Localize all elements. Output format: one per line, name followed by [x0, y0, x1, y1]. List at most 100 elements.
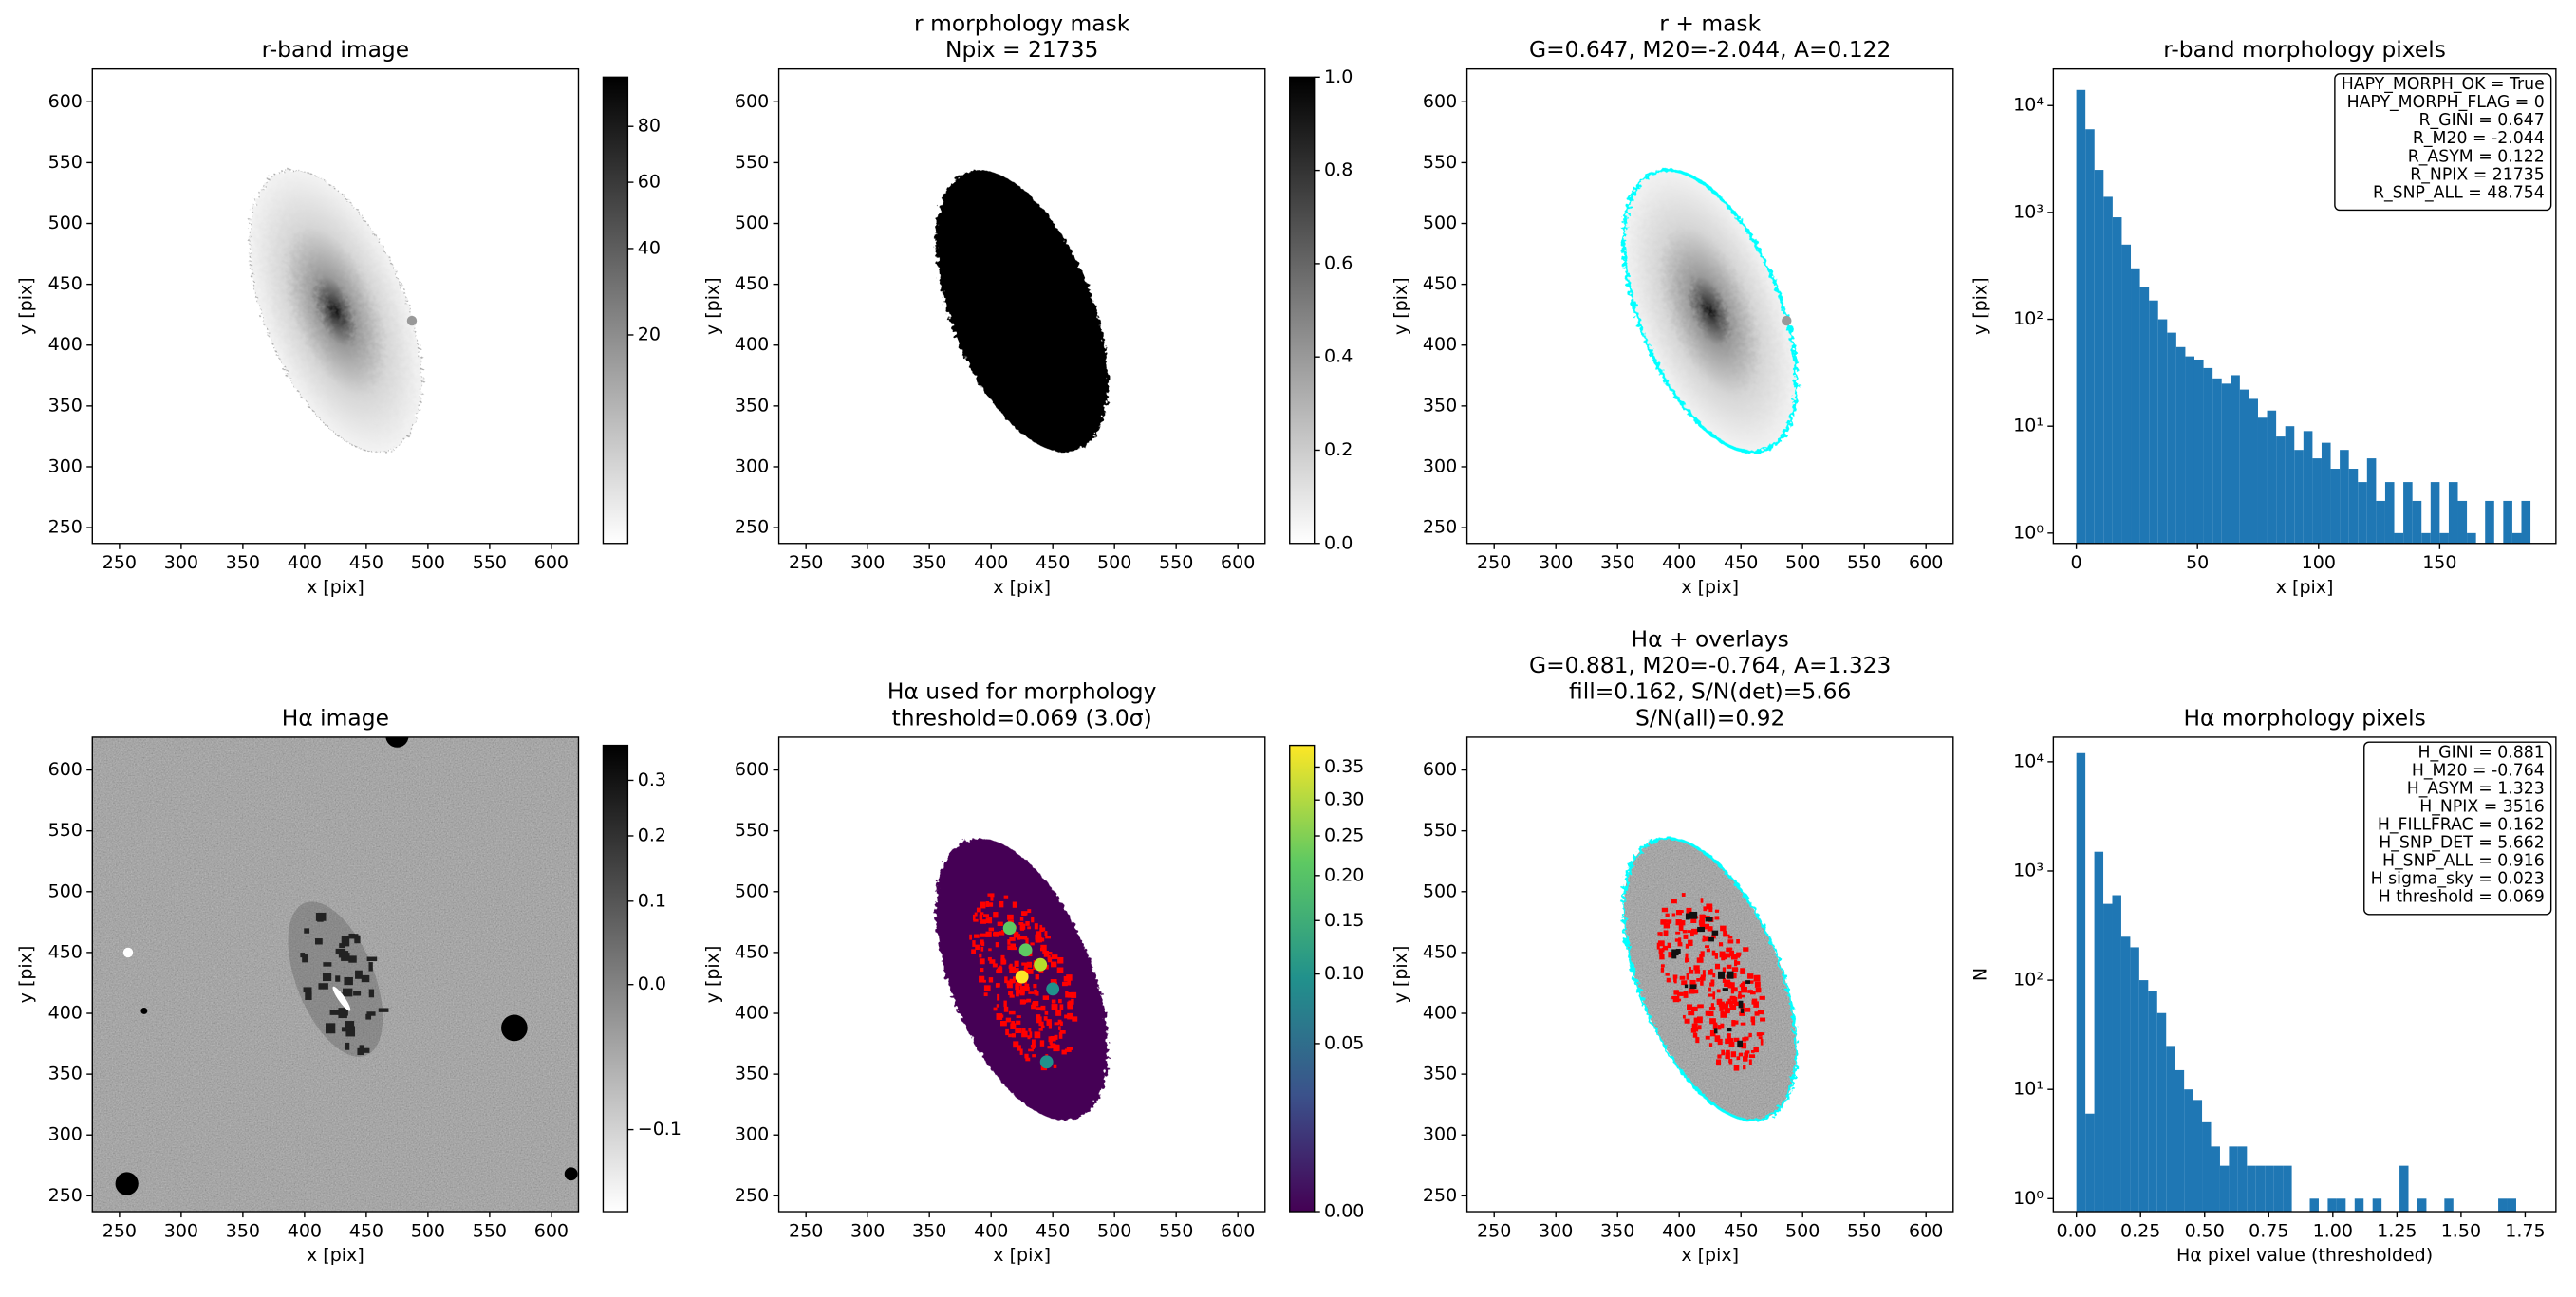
x-tick-label: 0.25: [2120, 1220, 2160, 1241]
pixel-spot: [1708, 936, 1714, 942]
pixel-spot: [1003, 1006, 1009, 1012]
axes-frame: [1465, 67, 1954, 545]
pixel-spot: [1696, 978, 1700, 982]
pixel-spot: [1047, 957, 1053, 963]
pixel-spot: [995, 942, 999, 948]
y-tick-label: 10⁰: [2013, 522, 2044, 543]
y-tick-label: 450: [735, 941, 769, 962]
panel: 250 300 350 400 450 500 550 600 250 300 350 400 450 5…: [702, 9, 1353, 598]
pixel-spot: [1702, 935, 1706, 938]
pixel-spot: [1733, 972, 1737, 979]
pixel-spot: [1656, 942, 1660, 950]
pixel-spot: [1740, 1008, 1745, 1013]
pixel-spot: [1064, 1048, 1072, 1052]
pixel-spot: [1006, 982, 1013, 989]
pixel-spot: [1034, 1031, 1041, 1039]
pixel-spot: [1727, 1028, 1732, 1032]
plot-area: [935, 838, 1109, 1121]
bar: [2503, 500, 2512, 544]
pixel-spot: [1747, 973, 1754, 979]
pixel-spot: [1053, 1045, 1059, 1052]
colorbar-tick-label: 0.8: [1324, 159, 1353, 180]
bar: [2085, 1113, 2095, 1213]
pixel-spot: [1697, 1004, 1704, 1009]
pixel-spot: [1660, 919, 1667, 925]
x-tick-label: 300: [850, 552, 885, 573]
pixel-spot: [1008, 1010, 1016, 1015]
y-tick-label: 10⁴: [2013, 750, 2044, 771]
bar: [2120, 936, 2131, 1213]
mask-outline: [1622, 837, 1798, 1122]
pixel-spot: [1760, 1039, 1764, 1046]
plot-area: [1622, 168, 1799, 454]
pixel-spot: [987, 893, 992, 897]
x-tick-label: 600: [1221, 1220, 1255, 1241]
pixel-spot: [1725, 1052, 1730, 1060]
pixel-spot: [982, 914, 990, 917]
colorbar-tick-label: 0.05: [1324, 1032, 1364, 1053]
colorbar-tick-label: 0.25: [1324, 825, 1364, 846]
x-tick-label: 350: [1600, 1220, 1634, 1241]
pixel-spot: [1026, 998, 1032, 1003]
star: [564, 1167, 578, 1181]
pixel-spot: [348, 955, 357, 963]
pixel-spot: [996, 969, 1000, 973]
pixel-spot: [1743, 1056, 1748, 1062]
pixel-spot: [1030, 942, 1035, 946]
colorbar-tick-label: 0.20: [1324, 864, 1364, 885]
pixel-spot: [1013, 932, 1019, 938]
bar: [2267, 410, 2277, 544]
pixel-spot: [1736, 939, 1740, 944]
pixel-spot: [1759, 995, 1765, 1000]
pixel-spot: [1685, 943, 1689, 949]
colorbar-tick-label: 0.4: [1324, 346, 1353, 367]
bar: [2439, 532, 2449, 544]
pixel-spot: [1021, 1030, 1028, 1038]
pixel-spot: [1699, 954, 1703, 960]
bar: [2412, 500, 2422, 544]
y-tick-label: 250: [735, 517, 769, 538]
pixel-spot: [1689, 984, 1697, 990]
pixel-spot: [1725, 1038, 1729, 1045]
pixel-spot: [1709, 1029, 1716, 1037]
pixel-spot: [326, 1023, 336, 1034]
pixel-spot: [1659, 954, 1665, 960]
pixel-spot: [1035, 1007, 1041, 1010]
pixel-spot: [1065, 991, 1069, 998]
pixel-spot: [1679, 975, 1686, 980]
pixel-spot: [1754, 1011, 1760, 1016]
bar: [2219, 1165, 2230, 1213]
pixel-spot: [1033, 984, 1037, 989]
pixel-spot: [1067, 1001, 1072, 1008]
pixel-spot: [344, 976, 353, 986]
x-tick-label: 300: [850, 1220, 885, 1241]
pixel-spot: [1015, 968, 1019, 973]
colorbar-tick-label: −0.1: [638, 1119, 681, 1140]
pixel-spot: [1729, 995, 1733, 1000]
pixel-spot: [1705, 1010, 1710, 1016]
pixel-spot: [315, 938, 323, 945]
x-tick-label: 350: [912, 1220, 946, 1241]
pixel-spot: [1027, 969, 1034, 974]
plot-area: [248, 169, 422, 454]
pixel-spot: [1062, 981, 1068, 987]
pixel-spot: [1695, 1037, 1700, 1044]
pixel-spot: [368, 962, 373, 972]
chart-title: r-band morphology pixels: [2163, 36, 2446, 63]
pixel-spot: [1697, 1025, 1702, 1030]
pixel-spot: [1721, 954, 1726, 961]
y-tick-label: 550: [48, 152, 83, 173]
pixel-spot: [1733, 1065, 1740, 1071]
bar: [2394, 532, 2404, 544]
annotation-line: HAPY_MORPH_OK = True: [2342, 75, 2545, 94]
pixel-spot: [1720, 1011, 1727, 1018]
pixel-spot: [988, 977, 994, 983]
pixel-spot: [1741, 982, 1745, 990]
pixel-spot: [335, 975, 341, 982]
y-tick-label: 600: [735, 759, 769, 780]
pixel-spot: [1758, 1032, 1765, 1036]
annotation-line: R_NPIX = 21735: [2410, 165, 2545, 184]
pixel-spot: [1005, 1028, 1009, 1036]
bar: [2421, 532, 2431, 544]
plot-area: [935, 170, 1109, 453]
